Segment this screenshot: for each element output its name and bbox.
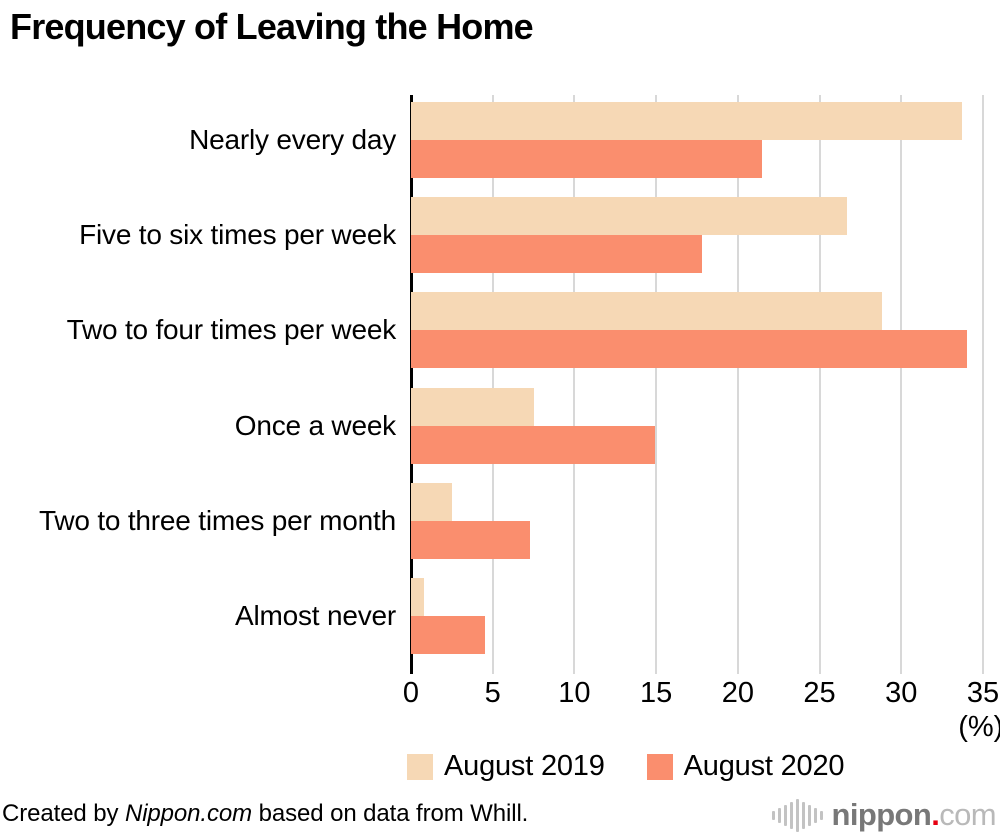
x-axis-tick-label: 15 bbox=[640, 677, 673, 709]
gridline bbox=[982, 95, 984, 674]
bar-august-2020 bbox=[411, 425, 655, 464]
x-axis-tick-label: 30 bbox=[885, 677, 918, 709]
plot-area: (%) 0 5 10 15 20 25 30 35 bbox=[403, 95, 1000, 743]
bar-august-2020 bbox=[411, 615, 485, 654]
bar-august-2019 bbox=[411, 292, 882, 331]
legend-label: August 2020 bbox=[683, 750, 845, 782]
credit-line: Created by Nippon.com based on data from… bbox=[2, 800, 528, 828]
legend-swatch bbox=[407, 753, 433, 780]
credit-suffix: based on data from Whill. bbox=[252, 800, 529, 827]
gridline bbox=[491, 95, 494, 674]
x-axis-tick-label: 5 bbox=[484, 677, 501, 709]
bar-august-2019 bbox=[411, 482, 452, 521]
x-axis-tick-label: 35 bbox=[966, 677, 1000, 709]
legend-entry: August 2020 bbox=[646, 750, 845, 783]
chart-title: Frequency of Leaving the Home bbox=[10, 6, 534, 47]
x-axis-unit-label: (%) bbox=[958, 711, 1000, 743]
category-labels: Nearly every day Five to six times per we… bbox=[0, 95, 396, 666]
x-axis-tick-label: 10 bbox=[558, 677, 591, 709]
y-axis-line bbox=[410, 95, 413, 674]
category-label: Once a week bbox=[234, 409, 396, 441]
bar-august-2019 bbox=[411, 102, 962, 140]
credit-prefix: Created by bbox=[2, 800, 125, 827]
category-label: Nearly every day bbox=[189, 124, 396, 155]
x-axis-tick-label: 25 bbox=[803, 677, 836, 709]
bar-august-2019 bbox=[411, 577, 425, 616]
legend-label: August 2019 bbox=[444, 750, 605, 782]
credit-source: Nippon.com bbox=[124, 800, 253, 827]
gridline bbox=[818, 95, 821, 674]
category-label: Two to four times per week bbox=[66, 314, 397, 346]
legend: August 2019 August 2020 bbox=[407, 750, 845, 783]
soundwave-icon bbox=[771, 797, 823, 833]
category-label: Two to three times per month bbox=[38, 504, 396, 536]
bar-august-2020 bbox=[411, 330, 967, 369]
nippon-logo-text: nippon.com bbox=[831, 797, 997, 832]
bar-august-2020 bbox=[411, 520, 531, 559]
bar-august-2020 bbox=[411, 140, 763, 178]
bar-august-2019 bbox=[411, 197, 848, 236]
gridline bbox=[736, 95, 739, 674]
legend-entry: August 2019 bbox=[407, 750, 605, 783]
gridline bbox=[900, 95, 903, 674]
x-axis-tick-label: 20 bbox=[721, 677, 754, 709]
x-axis-tick-label: 0 bbox=[402, 677, 420, 709]
category-label: Almost never bbox=[235, 599, 396, 631]
logo-red-dot: . bbox=[931, 797, 940, 832]
category-label: Five to six times per week bbox=[79, 219, 396, 251]
gridline bbox=[573, 95, 576, 674]
bar-august-2020 bbox=[411, 235, 702, 274]
legend-swatch bbox=[646, 753, 673, 780]
nippon-logo: nippon.com bbox=[771, 794, 997, 836]
bar-august-2019 bbox=[411, 387, 534, 426]
gridline bbox=[655, 95, 658, 674]
